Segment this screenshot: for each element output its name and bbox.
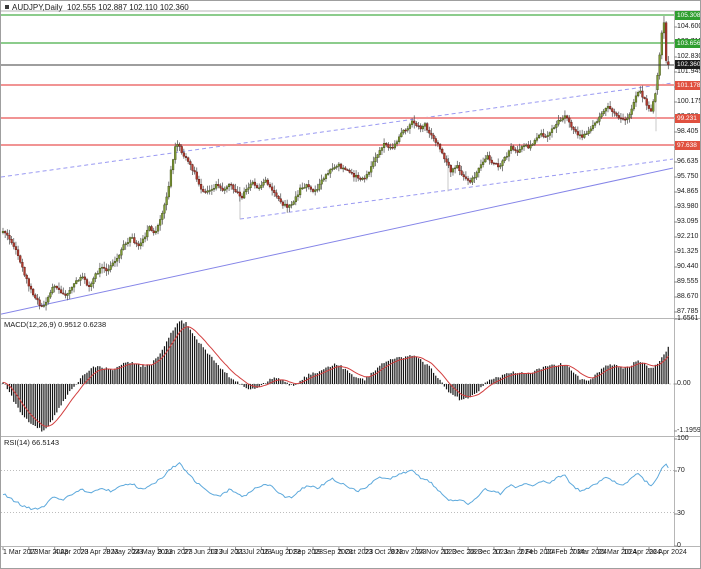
price-badge-red: 101.178 <box>675 80 701 90</box>
date-tick-label: 17 Jan 2024 <box>493 549 533 556</box>
price-tick-label: 96.635 <box>677 158 699 165</box>
date-tick-label: 25 Mar 2024 <box>597 549 637 556</box>
macd-tick-label: -1.1959 <box>677 427 701 434</box>
date-tick-label: 8 Nov 2023 <box>390 549 427 556</box>
price-tick-label: 95.750 <box>677 173 699 180</box>
chart-title: AUDJPY,Daily 102.555 102.887 102.110 102… <box>12 3 189 12</box>
date-tick-label: 1 Mar 2023 <box>3 549 39 556</box>
rsi-tick-label: 100 <box>677 435 689 442</box>
date-tick-label: 13 Jul 2023 <box>209 549 246 556</box>
price-tick-label: 101.945 <box>677 68 701 75</box>
price-tick-label: 100.175 <box>677 98 701 105</box>
symbol-marker-icon <box>5 5 9 9</box>
date-tick-label: 7 Mar 2024 <box>571 549 607 556</box>
date-tick-label: 23 Oct 2023 <box>364 549 403 556</box>
date-tick-label: 19 Sep 2023 <box>313 549 353 556</box>
price-tick-label: 93.980 <box>677 203 699 210</box>
date-tick-label: 5 Oct 2023 <box>338 549 374 556</box>
date-tick-label: 28 Dec 2023 <box>468 549 508 556</box>
date-tick-label: 4 Apr 2023 <box>54 549 89 556</box>
rsi-tick-label: 70 <box>677 467 685 474</box>
date-tick-label: 20 Apr 2023 <box>80 549 119 556</box>
macd-indicator-label: MACD(12,26,9) 0.9512 0.6238 <box>4 320 107 329</box>
date-tick-label: 12 Dec 2023 <box>442 549 482 556</box>
price-badge-green: 103.656 <box>675 38 701 48</box>
price-tick-label: 88.670 <box>677 293 699 300</box>
date-tick-label: 2 Feb 2024 <box>519 549 556 556</box>
macd-tick-label: 0.00 <box>677 380 691 387</box>
rsi-tick-label: 30 <box>677 510 685 517</box>
date-tick-label: 9 Jun 2023 <box>158 549 193 556</box>
price-tick-label: 90.440 <box>677 263 699 270</box>
price-badge-black: 102.360 <box>675 60 701 70</box>
price-badge-green: 105.308 <box>675 10 701 20</box>
price-tick-label: 93.095 <box>677 218 699 225</box>
date-tick-label: 31 Jul 2023 <box>235 549 272 556</box>
date-tick-label: 10 Apr 2024 <box>623 549 661 556</box>
date-tick-label: 20 Feb 2024 <box>545 549 585 556</box>
price-tick-label: 91.325 <box>677 248 699 255</box>
price-tick-label: 89.555 <box>677 278 699 285</box>
price-tick-label: 98.405 <box>677 128 699 135</box>
macd-tick-label: 1.6561 <box>677 315 699 322</box>
price-badge-red: 97.638 <box>675 140 700 150</box>
price-tick-label: 104.600 <box>677 23 701 30</box>
price-tick-label: 87.785 <box>677 308 699 315</box>
rsi-tick-label: 0 <box>677 542 681 549</box>
date-tick-label: 8 May 2023 <box>106 549 143 556</box>
date-tick-label: 26 Apr 2024 <box>649 549 687 556</box>
price-tick-label: 94.865 <box>677 188 699 195</box>
price-tick-label: 102.830 <box>677 53 701 60</box>
date-tick-label: 27 Jun 2023 <box>183 549 223 556</box>
date-tick-label: 16 Aug 2023 <box>261 549 301 556</box>
rsi-indicator-label: RSI(14) 66.5143 <box>4 438 60 447</box>
price-tick-label: 92.210 <box>677 233 699 240</box>
date-tick-label: 24 May 2023 <box>132 549 173 556</box>
date-tick-label: 24 Nov 2023 <box>416 549 457 556</box>
symbol-name: AUDJPY,Daily <box>12 3 63 12</box>
date-tick-label: 1 Sep 2023 <box>287 549 324 556</box>
ohlc-values: 102.555 102.887 102.110 102.360 <box>67 3 189 12</box>
price-badge-red: 99.231 <box>675 113 700 123</box>
date-tick-label: 17 Mar 2023 <box>28 549 69 556</box>
